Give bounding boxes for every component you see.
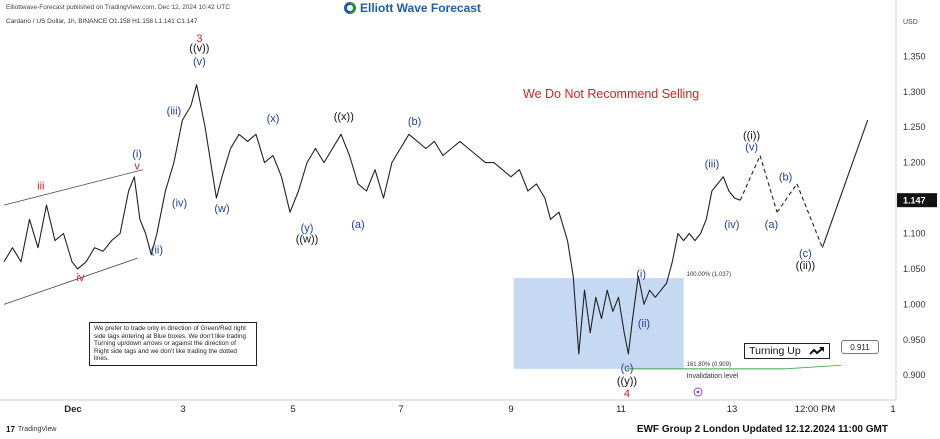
blue-entry-box: 100.00% (1.037) 161.80% (0.909) Invalidati… xyxy=(513,272,842,380)
wave-label: (x) xyxy=(267,113,280,125)
target-marker-icon xyxy=(693,387,703,397)
invalidation-label: Invalidation level xyxy=(687,373,739,380)
wave-label: (v) xyxy=(193,56,206,68)
ewf-logo-icon xyxy=(344,2,356,14)
x-tick-label: 13 xyxy=(727,404,738,415)
fib-bottom-label: 161.80% (0.909) xyxy=(687,362,731,368)
fib-entry-box xyxy=(513,278,684,369)
y-tick-label: 1.300 xyxy=(903,87,926,97)
y-tick-label: 0.900 xyxy=(903,370,926,380)
wave-label: ((x)) xyxy=(334,111,354,123)
tradingview-badge: 17 TradingView xyxy=(6,425,56,434)
projection-dotted-segment xyxy=(739,155,761,201)
publisher-line: Elliottwave-Forecast published on Tradin… xyxy=(6,4,230,11)
wave-label: iv xyxy=(76,272,84,284)
chart-grid xyxy=(0,0,897,401)
fib-top-label: 100.00% (1.037) xyxy=(687,272,731,278)
projection-dotted-segment xyxy=(776,183,798,213)
wave-label: (iii) xyxy=(167,105,182,117)
trend-up-arrow-icon xyxy=(809,347,824,355)
x-tick-label: 1 xyxy=(890,404,895,415)
wave-label: (i) xyxy=(636,268,646,280)
right-side-price-tag: 0.911 xyxy=(841,340,879,354)
channel-lower-line xyxy=(3,257,138,305)
wave-label: (y) xyxy=(301,222,314,234)
price-series xyxy=(3,84,741,355)
sell-warning: We Do Not Recommend Selling xyxy=(523,87,700,101)
wave-label: (c) xyxy=(621,363,634,375)
current-price-tag xyxy=(897,193,937,208)
wave-label: ((w)) xyxy=(296,234,319,246)
wave-labels: iiiiv(i)v(ii)(iii)(iv)3((v))(v)(w)(x)(y)… xyxy=(37,33,815,400)
tradingview-icon: 17 xyxy=(6,425,15,434)
wave-label: 3 xyxy=(196,33,202,45)
x-tick-label: 9 xyxy=(508,404,513,415)
y-tick-label: 0.950 xyxy=(903,335,926,345)
wave-label: 4 xyxy=(624,388,630,400)
y-tick-label: 1.050 xyxy=(903,264,926,274)
brand-name: Elliott Wave Forecast xyxy=(360,1,481,15)
tradingview-label: TradingView xyxy=(17,426,57,433)
wave-label: (ii) xyxy=(638,318,650,330)
target-marker-dot xyxy=(696,390,700,394)
channel-upper-line xyxy=(3,169,143,206)
y-tick-label: 1.100 xyxy=(903,228,926,238)
wave-label: ((y)) xyxy=(617,375,637,387)
symbol-info: Cardano / US Dollar, 1h, BINANCE O1.158 … xyxy=(6,18,198,25)
wave-label: (a) xyxy=(765,219,778,231)
current-price-label: 1.147 xyxy=(903,196,926,206)
y-tick-label: 1.000 xyxy=(903,299,926,309)
wave-label: ((v)) xyxy=(189,42,209,54)
wave-label: (iii) xyxy=(705,159,720,171)
x-tick-label: 5 xyxy=(290,404,295,415)
projection-dotted-segment xyxy=(759,155,778,213)
turning-up-badge: Turning Up xyxy=(744,343,830,359)
projection-path xyxy=(739,119,869,248)
wave-label: (iv) xyxy=(172,198,187,210)
update-stamp: EWF Group 2 London Updated 12.12.2024 11… xyxy=(636,424,888,435)
channel-lines xyxy=(3,169,143,305)
x-tick-label: 12:00 PM xyxy=(795,404,836,415)
time-axis: Dec 3 5 7 9 11 13 12:00 PM 1 xyxy=(64,404,895,415)
x-tick-label: 7 xyxy=(398,404,403,415)
wave-label: (b) xyxy=(408,116,421,128)
projection-dotted-segment xyxy=(796,183,823,248)
wave-label: (a) xyxy=(351,219,364,231)
wave-label: (iv) xyxy=(724,219,739,231)
wave-label: (i) xyxy=(132,149,142,161)
wave-label: ((i)) xyxy=(743,130,760,142)
wave-label: ((ii)) xyxy=(796,260,816,272)
y-tick-label: 1.200 xyxy=(903,158,926,168)
currency-label: USD xyxy=(903,19,918,26)
trading-note: We prefer to trade only in direction of … xyxy=(89,322,257,366)
price-axis: USD0.9000.9501.0001.0501.1001.1501.2001.… xyxy=(897,19,937,380)
turning-up-label: Turning Up xyxy=(749,345,801,357)
wave-label: v xyxy=(134,161,140,173)
x-tick-label: 11 xyxy=(616,404,626,415)
wave-label: iii xyxy=(37,181,44,193)
y-tick-label: 1.250 xyxy=(903,122,926,132)
x-tick-label: Dec xyxy=(64,404,81,415)
brand-logo: Elliott Wave Forecast xyxy=(344,0,481,16)
wave-label: (c) xyxy=(799,248,812,260)
wave-label: (v) xyxy=(745,142,758,154)
x-tick-label: 3 xyxy=(180,404,185,415)
y-tick-label: 1.350 xyxy=(903,51,926,61)
wave-label: (b) xyxy=(779,171,792,183)
invalidation-connector xyxy=(785,364,842,370)
wave-label: (ii) xyxy=(151,244,163,256)
wave-label: (w) xyxy=(214,203,229,215)
projection-impulse-line xyxy=(821,119,869,248)
price-line xyxy=(3,84,741,355)
